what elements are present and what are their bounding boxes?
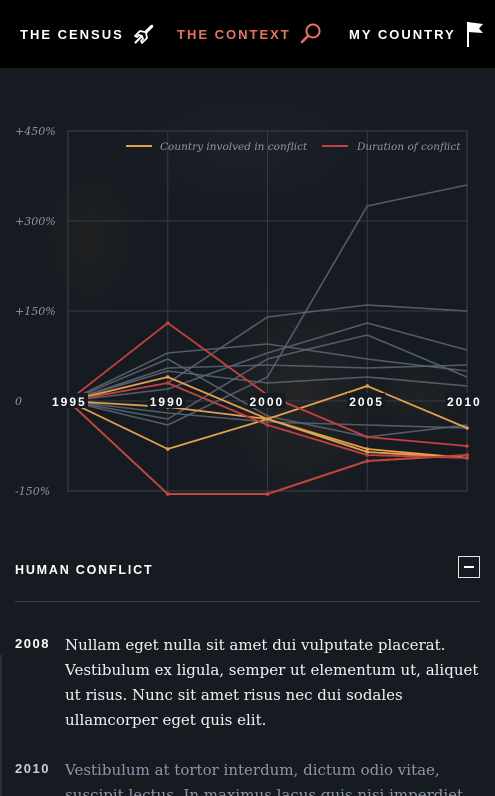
series-line-10 bbox=[67, 334, 468, 420]
nav-the-context[interactable]: THE CONTEXT bbox=[177, 0, 323, 68]
x-tick-bg bbox=[247, 393, 286, 408]
section-header: HUMAN CONFLICT bbox=[15, 555, 480, 602]
series-point bbox=[365, 459, 370, 463]
entry-year: 2008 bbox=[15, 636, 50, 651]
series-point bbox=[165, 375, 170, 379]
x-tick-label: 1995 bbox=[52, 395, 87, 409]
series-point bbox=[465, 426, 469, 430]
series-point bbox=[165, 381, 170, 385]
conflict-line-chart: +450% +300% +150% 0 -150% 1995 1990 2000 2005 201… bbox=[0, 68, 495, 538]
series-point bbox=[165, 447, 170, 451]
airplane-icon bbox=[132, 22, 156, 46]
series-line-13 bbox=[67, 400, 468, 429]
series-point bbox=[465, 453, 469, 457]
nav-census-label: THE CENSUS bbox=[20, 26, 124, 42]
legend-label: Country involved in conflict bbox=[160, 141, 308, 153]
timeline-rule bbox=[0, 655, 2, 796]
collapse-button[interactable] bbox=[458, 556, 480, 578]
entry-year: 2010 bbox=[15, 761, 50, 776]
y-tick-label: +300% bbox=[15, 215, 56, 228]
series-point bbox=[365, 453, 370, 457]
x-tick-label: 2010 bbox=[447, 395, 482, 409]
series-point bbox=[265, 423, 270, 427]
x-tick-label: 1990 bbox=[150, 395, 185, 409]
entry-text: Nullam eget nulla sit amet dui vulputate… bbox=[65, 636, 479, 729]
series-line-12 bbox=[67, 370, 468, 402]
chart-canvas: +450% +300% +150% 0 -150% 1995 1990 2000 2005 201… bbox=[15, 125, 483, 498]
section-title: HUMAN CONFLICT bbox=[15, 563, 154, 577]
series-point bbox=[365, 450, 370, 454]
series-point bbox=[365, 447, 370, 451]
series-line-11 bbox=[67, 343, 468, 402]
magnifier-icon bbox=[299, 22, 323, 46]
timeline-entry: 2008 Nullam eget nulla sit amet dui vulp… bbox=[15, 633, 480, 733]
series-point bbox=[465, 456, 469, 460]
x-tick-bg bbox=[50, 393, 88, 408]
y-tick-label: 0 bbox=[15, 395, 22, 408]
series-line-14 bbox=[67, 358, 468, 438]
series-point bbox=[265, 417, 270, 421]
minus-icon bbox=[464, 566, 474, 568]
series-point bbox=[165, 492, 170, 496]
series-line-7 bbox=[67, 184, 468, 426]
series-point bbox=[465, 444, 469, 448]
series-line-15 bbox=[67, 364, 468, 402]
x-tick-bg bbox=[445, 393, 483, 408]
legend-label: Duration of conflict bbox=[356, 141, 461, 153]
x-tick-bg bbox=[347, 393, 386, 408]
timeline-entry: 2010 Vestibulum at tortor interdum, dict… bbox=[15, 758, 480, 796]
y-tick-label: +150% bbox=[15, 305, 56, 318]
series-point bbox=[365, 384, 370, 388]
x-tick-bg bbox=[147, 393, 186, 408]
nav-country-label: MY COUNTRY bbox=[349, 26, 456, 42]
series-point bbox=[265, 492, 270, 496]
series-point bbox=[365, 435, 370, 439]
series-point bbox=[165, 321, 170, 325]
flag-icon bbox=[464, 20, 486, 48]
entry-text: Vestibulum at tortor interdum, dictum od… bbox=[65, 761, 464, 796]
series-line-9 bbox=[67, 322, 468, 402]
nav-the-census[interactable]: THE CENSUS bbox=[20, 0, 156, 68]
top-navigation: THE CENSUS THE CONTEXT MY COUNTRY bbox=[0, 0, 495, 68]
x-tick-label: 2005 bbox=[349, 395, 384, 409]
nav-my-country[interactable]: MY COUNTRY bbox=[349, 0, 486, 68]
y-tick-label: +450% bbox=[15, 125, 56, 138]
x-tick-label: 2000 bbox=[250, 395, 285, 409]
nav-context-label: THE CONTEXT bbox=[177, 26, 291, 42]
y-tick-label: -150% bbox=[15, 485, 50, 498]
